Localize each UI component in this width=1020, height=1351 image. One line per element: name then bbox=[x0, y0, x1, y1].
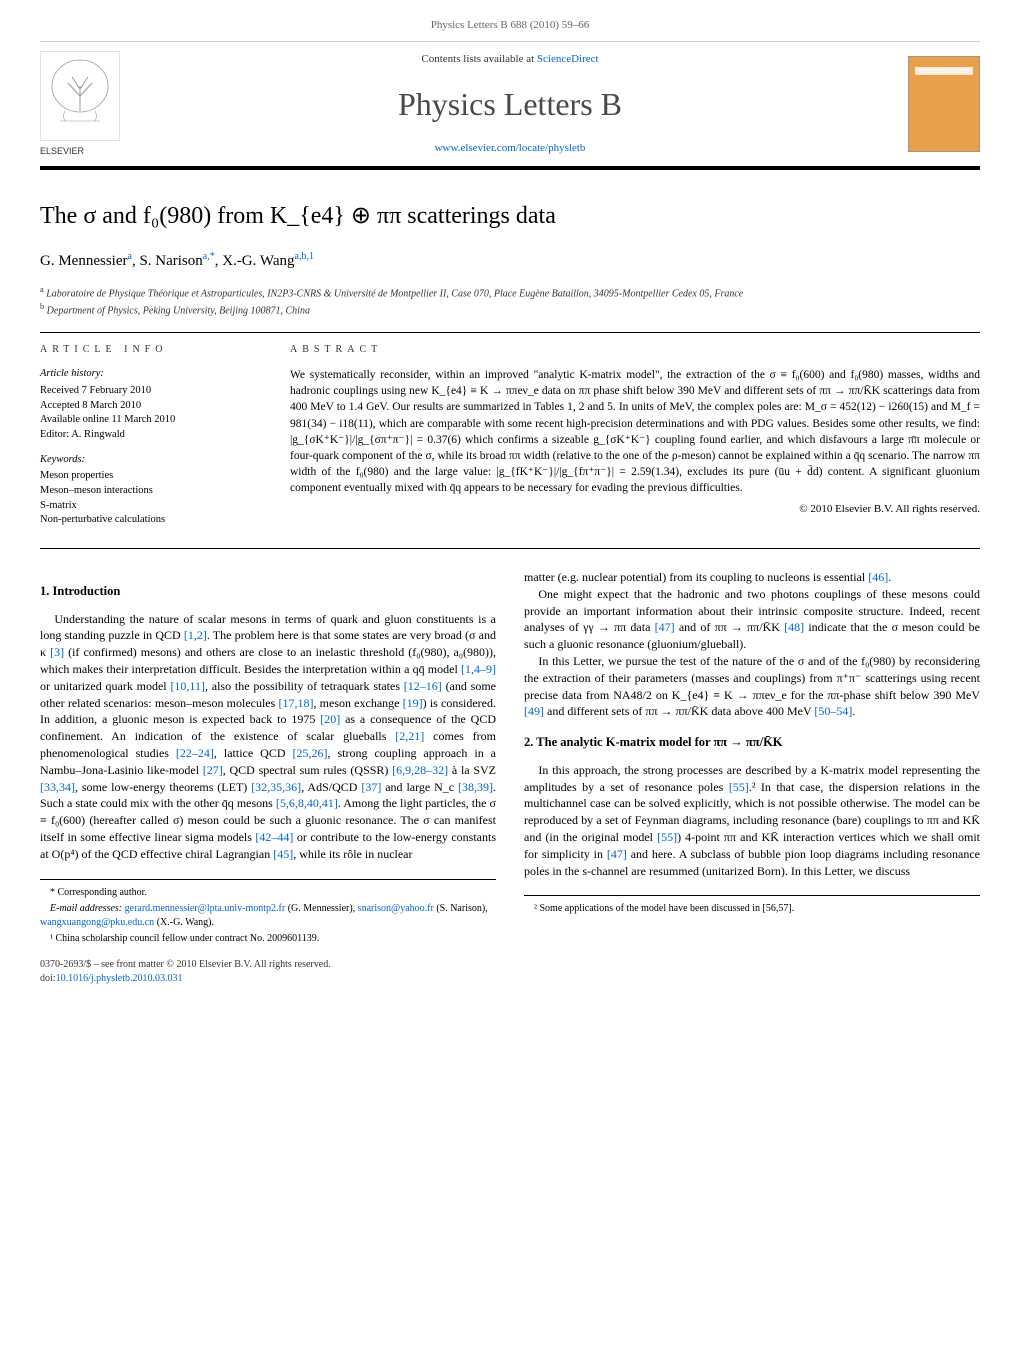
journal-cover-thumbnail: PHYSICS LETTERS B bbox=[908, 56, 980, 152]
email-link[interactable]: snarison@yahoo.fr bbox=[358, 903, 434, 914]
online-line: Available online 11 March 2010 bbox=[40, 413, 270, 428]
journal-title: Physics Letters B bbox=[140, 82, 880, 127]
corresponding-author-note: * Corresponding author. bbox=[40, 886, 496, 900]
history-head: Article history: bbox=[40, 367, 270, 382]
abstract-copyright: © 2010 Elsevier B.V. All rights reserved… bbox=[290, 502, 980, 517]
email-addresses-line: E-mail addresses: gerard.mennessier@lpta… bbox=[40, 902, 496, 930]
email-link[interactable]: gerard.mennessier@lpta.univ-montp2.fr bbox=[125, 903, 286, 914]
affiliations: a Laboratoire de Physique Théorique et A… bbox=[40, 284, 980, 319]
email-who: (G. Mennessier), bbox=[285, 903, 357, 914]
footnote-1: ¹ China scholarship council fellow under… bbox=[40, 932, 496, 946]
journal-banner: ELSEVIER Contents lists available at Sci… bbox=[40, 41, 980, 170]
abstract-header: abstract bbox=[290, 343, 980, 357]
email-who: (S. Narison), bbox=[434, 903, 488, 914]
email-who: (X.-G. Wang). bbox=[154, 917, 214, 928]
keywords-head: Keywords: bbox=[40, 453, 270, 468]
body-paragraph: One might expect that the hadronic and t… bbox=[524, 586, 980, 653]
contents-available-line: Contents lists available at ScienceDirec… bbox=[140, 52, 880, 67]
received-line: Received 7 February 2010 bbox=[40, 384, 270, 399]
accepted-line: Accepted 8 March 2010 bbox=[40, 399, 270, 414]
keyword-item: Non-perturbative calculations bbox=[40, 513, 270, 528]
affiliation-b-text: Department of Physics, Peking University… bbox=[47, 305, 310, 316]
info-abstract-row: article info Article history: Received 7… bbox=[40, 332, 980, 549]
cover-thumb-block: PHYSICS LETTERS B bbox=[880, 42, 980, 166]
body-paragraph: In this approach, the strong processes a… bbox=[524, 762, 980, 880]
right-footnotes: ² Some applications of the model have be… bbox=[524, 895, 980, 916]
left-column: 1. Introduction Understanding the nature… bbox=[40, 569, 496, 947]
affiliation-b: b Department of Physics, Peking Universi… bbox=[40, 301, 980, 318]
left-footnotes: * Corresponding author. E-mail addresses… bbox=[40, 879, 496, 946]
section-2-heading: 2. The analytic K-matrix model for ππ → … bbox=[524, 734, 980, 752]
issn-copyright-line: 0370-2693/$ – see front matter © 2010 El… bbox=[40, 958, 980, 972]
keyword-item: S-matrix bbox=[40, 499, 270, 514]
keyword-item: Meson–meson interactions bbox=[40, 484, 270, 499]
author-list: G. Mennessiera, S. Narisona,*, X.-G. Wan… bbox=[40, 250, 980, 272]
email-link[interactable]: wangxuangong@pku.edu.cn bbox=[40, 917, 154, 928]
section-1-heading: 1. Introduction bbox=[40, 583, 496, 601]
doi-line: doi:10.1016/j.physletb.2010.03.031 bbox=[40, 972, 980, 986]
publisher-name: ELSEVIER bbox=[40, 145, 140, 158]
keyword-item: Meson properties bbox=[40, 469, 270, 484]
article-history: Article history: Received 7 February 201… bbox=[40, 367, 270, 442]
footnote-2: ² Some applications of the model have be… bbox=[524, 902, 980, 916]
doi-label: doi: bbox=[40, 973, 56, 984]
sciencedirect-link[interactable]: ScienceDirect bbox=[537, 53, 599, 65]
email-label: E-mail addresses: bbox=[50, 903, 122, 914]
article-info-header: article info bbox=[40, 343, 270, 357]
right-column: matter (e.g. nuclear potential) from its… bbox=[524, 569, 980, 947]
article-title: The σ and f₀(980) from K_{e4} ⊕ ππ scatt… bbox=[40, 200, 980, 234]
body-paragraph: matter (e.g. nuclear potential) from its… bbox=[524, 569, 980, 586]
running-header: Physics Letters B 688 (2010) 59–66 bbox=[0, 0, 1020, 41]
body-paragraph: In this Letter, we pursue the test of th… bbox=[524, 653, 980, 720]
contents-prefix: Contents lists available at bbox=[421, 53, 536, 65]
banner-center: Contents lists available at ScienceDirec… bbox=[140, 42, 880, 166]
page-footer: 0370-2693/$ – see front matter © 2010 El… bbox=[40, 958, 980, 986]
editor-line: Editor: A. Ringwald bbox=[40, 428, 270, 443]
abstract-column: abstract We systematically reconsider, w… bbox=[290, 343, 980, 538]
body-paragraph: Understanding the nature of scalar meson… bbox=[40, 611, 496, 863]
affiliation-a: a Laboratoire de Physique Théorique et A… bbox=[40, 284, 980, 301]
body-two-columns: 1. Introduction Understanding the nature… bbox=[40, 569, 980, 947]
affiliation-a-text: Laboratoire de Physique Théorique et Ast… bbox=[46, 288, 743, 299]
elsevier-tree-icon bbox=[40, 51, 120, 141]
cover-label: PHYSICS LETTERS B bbox=[909, 69, 979, 76]
journal-url-link[interactable]: www.elsevier.com/locate/physletb bbox=[435, 142, 586, 154]
abstract-text: We systematically reconsider, within an … bbox=[290, 367, 980, 496]
journal-url-line: www.elsevier.com/locate/physletb bbox=[140, 141, 880, 156]
keywords-block: Keywords: Meson properties Meson–meson i… bbox=[40, 453, 270, 528]
publisher-block: ELSEVIER bbox=[40, 42, 140, 166]
article-info-column: article info Article history: Received 7… bbox=[40, 343, 290, 538]
doi-link[interactable]: 10.1016/j.physletb.2010.03.031 bbox=[56, 973, 183, 984]
